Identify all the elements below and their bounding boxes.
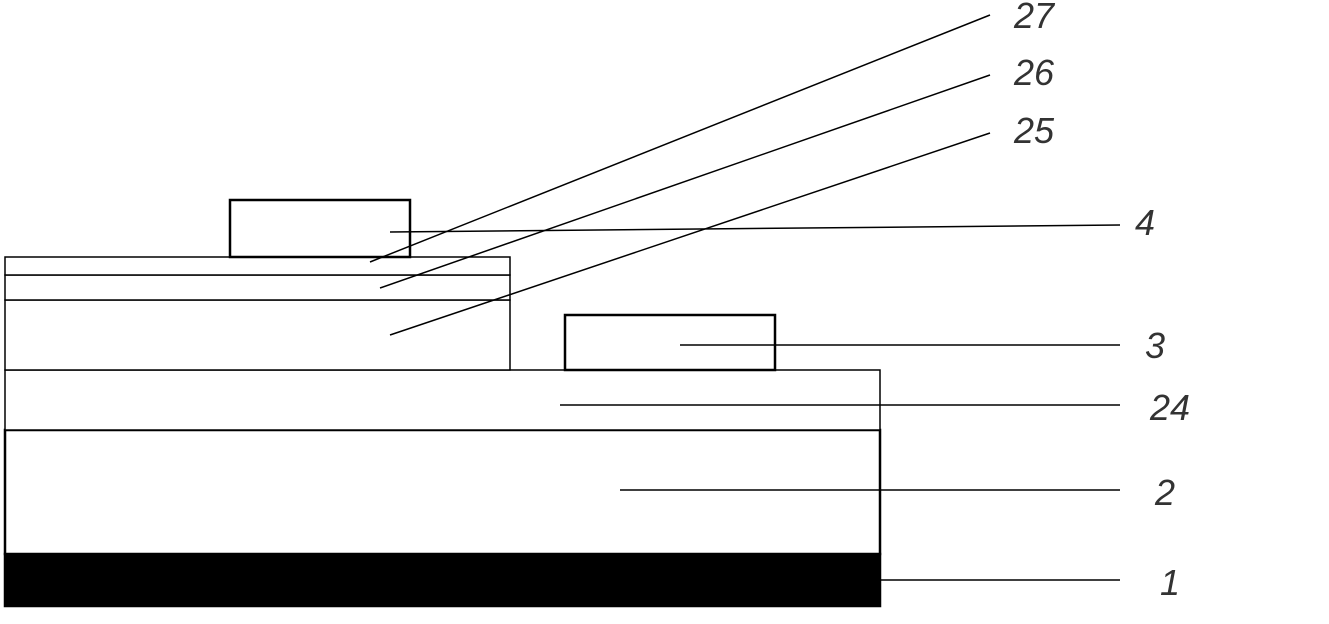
electrode-4 — [230, 200, 410, 257]
label-2: 2 — [1154, 472, 1175, 513]
lead-27 — [370, 15, 990, 262]
lead-25 — [390, 133, 990, 335]
electrode-3 — [565, 315, 775, 370]
layer-1-substrate — [5, 554, 880, 606]
label-24: 24 — [1149, 387, 1190, 428]
label-25: 25 — [1013, 110, 1055, 151]
layer-2 — [5, 430, 880, 554]
layer-25 — [5, 300, 510, 370]
label-27: 27 — [1013, 0, 1056, 36]
layer-26 — [5, 275, 510, 300]
lead-4 — [390, 225, 1120, 232]
label-3: 3 — [1145, 325, 1165, 366]
label-4: 4 — [1135, 202, 1155, 243]
layer-27 — [5, 257, 510, 275]
label-26: 26 — [1013, 52, 1055, 93]
lead-26 — [380, 75, 990, 288]
layer-24 — [5, 370, 880, 430]
label-1: 1 — [1160, 562, 1180, 603]
